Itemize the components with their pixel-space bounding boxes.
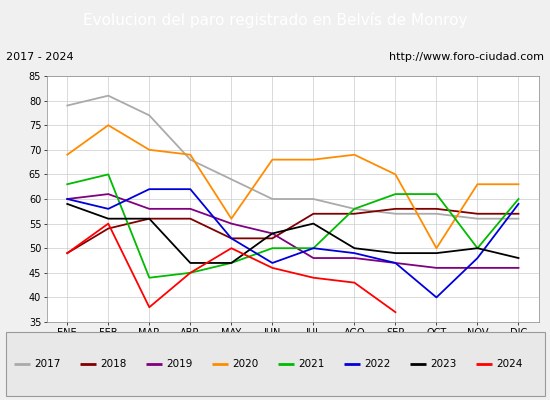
Text: 2021: 2021 bbox=[298, 359, 324, 369]
Text: 2020: 2020 bbox=[232, 359, 258, 369]
Text: 2018: 2018 bbox=[100, 359, 126, 369]
Text: http://www.foro-ciudad.com: http://www.foro-ciudad.com bbox=[389, 52, 544, 62]
FancyBboxPatch shape bbox=[6, 332, 544, 396]
Text: 2024: 2024 bbox=[496, 359, 522, 369]
Text: Evolucion del paro registrado en Belvís de Monroy: Evolucion del paro registrado en Belvís … bbox=[82, 12, 468, 28]
Text: 2022: 2022 bbox=[364, 359, 390, 369]
Text: 2017 - 2024: 2017 - 2024 bbox=[6, 52, 73, 62]
Text: 2023: 2023 bbox=[430, 359, 456, 369]
Text: 2019: 2019 bbox=[166, 359, 192, 369]
Text: 2017: 2017 bbox=[34, 359, 60, 369]
